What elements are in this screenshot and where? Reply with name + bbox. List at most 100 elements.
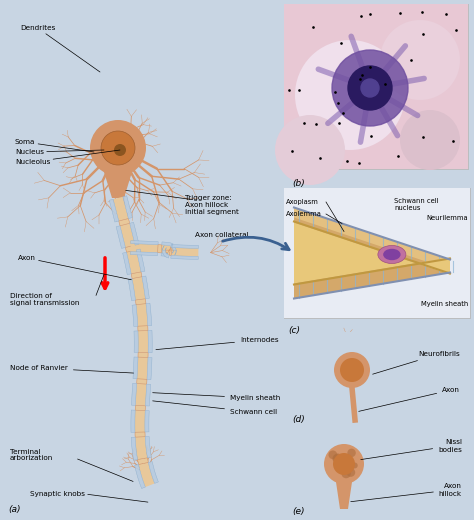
- Text: Neurilemma: Neurilemma: [427, 215, 468, 221]
- Polygon shape: [161, 245, 172, 254]
- Polygon shape: [146, 384, 151, 406]
- Polygon shape: [130, 244, 158, 253]
- Polygon shape: [131, 437, 137, 460]
- Text: Direction of
signal transmission: Direction of signal transmission: [10, 293, 79, 306]
- Polygon shape: [104, 172, 132, 198]
- Polygon shape: [123, 252, 131, 275]
- Polygon shape: [171, 248, 199, 256]
- Polygon shape: [130, 223, 139, 245]
- Circle shape: [324, 444, 364, 484]
- Polygon shape: [137, 458, 148, 464]
- Circle shape: [341, 469, 351, 478]
- Text: Schwann cell: Schwann cell: [153, 401, 277, 415]
- Text: Trigger zone:
Axon hillock
Initial segment: Trigger zone: Axon hillock Initial segme…: [185, 195, 239, 215]
- Polygon shape: [135, 464, 146, 488]
- Circle shape: [352, 462, 358, 469]
- Text: Internodes: Internodes: [156, 337, 279, 349]
- Text: (d): (d): [292, 415, 305, 424]
- Circle shape: [332, 454, 341, 463]
- Bar: [284, 188, 470, 318]
- Polygon shape: [134, 331, 138, 353]
- Text: Axon: Axon: [359, 387, 460, 411]
- Polygon shape: [138, 326, 148, 331]
- Text: Soma: Soma: [15, 139, 94, 152]
- Polygon shape: [165, 247, 173, 255]
- Text: Axoplasm: Axoplasm: [286, 199, 319, 205]
- Polygon shape: [138, 331, 148, 353]
- Circle shape: [295, 40, 405, 150]
- Polygon shape: [119, 218, 130, 226]
- Circle shape: [340, 358, 364, 382]
- Bar: [284, 332, 470, 428]
- Polygon shape: [138, 462, 155, 487]
- Polygon shape: [136, 384, 146, 406]
- Text: Axolemma: Axolemma: [286, 211, 322, 217]
- Circle shape: [332, 50, 408, 126]
- Text: (c): (c): [288, 326, 300, 335]
- Text: Axon
hillock: Axon hillock: [351, 484, 462, 502]
- Circle shape: [380, 20, 460, 100]
- Circle shape: [337, 460, 345, 469]
- Circle shape: [346, 468, 355, 477]
- Polygon shape: [131, 241, 158, 245]
- Polygon shape: [163, 245, 169, 258]
- Polygon shape: [161, 253, 168, 256]
- Polygon shape: [113, 197, 128, 221]
- Bar: [284, 4, 468, 169]
- Polygon shape: [146, 303, 152, 326]
- Text: Myelin sheath: Myelin sheath: [153, 393, 280, 401]
- Text: Nucleolus: Nucleolus: [15, 150, 120, 165]
- Polygon shape: [135, 410, 145, 432]
- Ellipse shape: [384, 250, 400, 259]
- Polygon shape: [171, 255, 198, 259]
- Polygon shape: [123, 196, 132, 218]
- Text: (e): (e): [292, 507, 304, 516]
- Polygon shape: [157, 245, 162, 253]
- Polygon shape: [135, 406, 146, 411]
- Text: Synaptic knobs: Synaptic knobs: [30, 491, 85, 497]
- Text: Schwann cell
nucleus: Schwann cell nucleus: [394, 198, 438, 211]
- Polygon shape: [136, 299, 146, 305]
- Circle shape: [333, 453, 342, 463]
- Circle shape: [400, 110, 460, 170]
- Polygon shape: [126, 245, 136, 252]
- Bar: [284, 4, 468, 169]
- Circle shape: [333, 453, 355, 475]
- Polygon shape: [172, 244, 199, 249]
- Circle shape: [90, 120, 146, 176]
- Polygon shape: [145, 411, 149, 432]
- Circle shape: [101, 131, 135, 165]
- Circle shape: [348, 66, 392, 110]
- Text: Node of Ranvier: Node of Ranvier: [10, 365, 134, 373]
- Circle shape: [275, 115, 345, 185]
- Text: (b): (b): [292, 179, 305, 188]
- Ellipse shape: [378, 245, 406, 264]
- Text: Dendrites: Dendrites: [20, 25, 100, 72]
- Text: Nucleus: Nucleus: [15, 149, 104, 155]
- Polygon shape: [137, 357, 148, 379]
- Polygon shape: [294, 207, 450, 269]
- Polygon shape: [148, 462, 158, 484]
- Polygon shape: [127, 250, 141, 274]
- Polygon shape: [148, 330, 152, 353]
- Polygon shape: [133, 357, 138, 379]
- Text: Nissl
bodies: Nissl bodies: [361, 439, 462, 460]
- Polygon shape: [135, 437, 147, 460]
- Polygon shape: [294, 207, 450, 298]
- Polygon shape: [294, 223, 450, 283]
- Polygon shape: [138, 353, 148, 357]
- Polygon shape: [169, 247, 172, 255]
- Polygon shape: [136, 249, 145, 272]
- Polygon shape: [162, 242, 173, 246]
- FancyArrowPatch shape: [223, 237, 289, 250]
- Bar: [284, 188, 470, 318]
- Polygon shape: [136, 304, 148, 326]
- Polygon shape: [336, 482, 352, 509]
- Circle shape: [334, 352, 370, 388]
- Text: Terminal
arborization: Terminal arborization: [10, 448, 53, 462]
- Text: Axon: Axon: [18, 255, 131, 280]
- Polygon shape: [132, 305, 138, 327]
- Polygon shape: [131, 383, 137, 406]
- Bar: [284, 428, 470, 518]
- Text: (a): (a): [8, 505, 20, 514]
